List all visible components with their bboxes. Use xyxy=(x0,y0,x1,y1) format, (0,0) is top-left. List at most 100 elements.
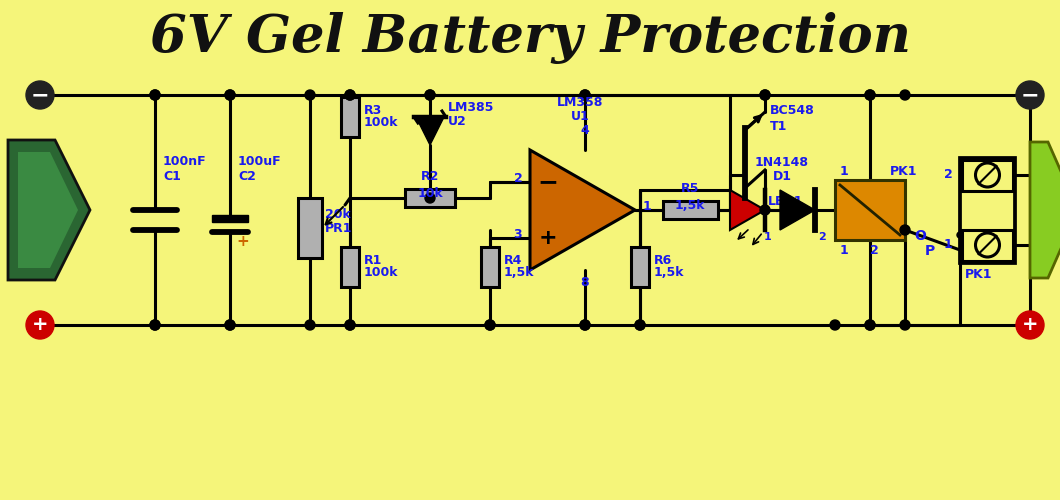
Circle shape xyxy=(865,90,874,100)
FancyBboxPatch shape xyxy=(662,201,718,219)
Text: 1,5k: 1,5k xyxy=(504,266,534,280)
Polygon shape xyxy=(530,150,635,270)
Circle shape xyxy=(900,320,909,330)
Polygon shape xyxy=(8,140,90,280)
Text: 100nF: 100nF xyxy=(163,155,207,168)
FancyBboxPatch shape xyxy=(341,247,359,287)
Circle shape xyxy=(760,90,770,100)
Text: 1: 1 xyxy=(643,200,652,213)
Text: R3: R3 xyxy=(364,104,383,118)
Circle shape xyxy=(1015,81,1044,109)
Circle shape xyxy=(760,205,770,215)
Text: U1: U1 xyxy=(570,110,589,123)
Circle shape xyxy=(344,90,355,100)
Circle shape xyxy=(900,90,909,100)
Polygon shape xyxy=(1030,142,1060,278)
Text: −: − xyxy=(1021,85,1039,105)
Text: C1: C1 xyxy=(163,170,181,183)
Text: −: − xyxy=(537,170,559,194)
Circle shape xyxy=(425,90,435,100)
Polygon shape xyxy=(780,190,815,230)
Text: 1: 1 xyxy=(764,232,772,242)
Circle shape xyxy=(344,90,355,100)
Circle shape xyxy=(225,90,235,100)
FancyBboxPatch shape xyxy=(298,198,322,258)
Text: 2: 2 xyxy=(943,168,952,181)
Polygon shape xyxy=(730,190,765,230)
Text: 20k: 20k xyxy=(325,208,351,221)
Circle shape xyxy=(900,225,909,235)
Text: R6: R6 xyxy=(654,254,672,268)
Text: D1: D1 xyxy=(773,170,792,183)
Circle shape xyxy=(580,320,590,330)
Circle shape xyxy=(305,320,315,330)
Circle shape xyxy=(344,320,355,330)
Text: BC548: BC548 xyxy=(770,104,815,117)
Text: +: + xyxy=(32,316,49,334)
FancyBboxPatch shape xyxy=(341,97,359,137)
Text: 2: 2 xyxy=(818,232,826,242)
Text: PK1: PK1 xyxy=(965,268,992,281)
Text: 1,5k: 1,5k xyxy=(654,266,685,280)
FancyBboxPatch shape xyxy=(960,158,1015,262)
Text: S: S xyxy=(965,194,975,208)
FancyBboxPatch shape xyxy=(962,230,1013,260)
Circle shape xyxy=(1015,311,1044,339)
Circle shape xyxy=(635,320,644,330)
Text: U2: U2 xyxy=(448,115,466,128)
Circle shape xyxy=(957,232,962,238)
Polygon shape xyxy=(416,117,444,145)
Text: 4: 4 xyxy=(581,124,589,137)
Circle shape xyxy=(225,90,235,100)
Text: C2: C2 xyxy=(238,170,255,183)
Circle shape xyxy=(151,90,160,100)
Text: P: P xyxy=(925,244,935,258)
Text: +: + xyxy=(1022,316,1038,334)
Circle shape xyxy=(26,81,54,109)
FancyBboxPatch shape xyxy=(212,215,248,222)
Text: LED1: LED1 xyxy=(768,195,803,208)
Text: 8: 8 xyxy=(581,276,589,289)
Circle shape xyxy=(425,193,435,203)
Circle shape xyxy=(225,320,235,330)
Circle shape xyxy=(635,320,644,330)
Circle shape xyxy=(344,320,355,330)
Text: 1,5k: 1,5k xyxy=(675,199,705,212)
Circle shape xyxy=(225,320,235,330)
Circle shape xyxy=(580,90,590,100)
Text: O: O xyxy=(914,229,926,243)
Text: 2: 2 xyxy=(870,244,879,257)
Circle shape xyxy=(865,90,874,100)
Text: 3: 3 xyxy=(514,228,523,241)
Text: 10k: 10k xyxy=(418,187,443,200)
Text: PR1: PR1 xyxy=(325,222,353,235)
Text: 6V Gel Battery Protection: 6V Gel Battery Protection xyxy=(149,12,911,64)
Circle shape xyxy=(865,320,874,330)
Circle shape xyxy=(865,320,874,330)
Text: 2: 2 xyxy=(514,172,523,185)
Text: R1: R1 xyxy=(364,254,383,268)
Text: +: + xyxy=(538,228,558,248)
Circle shape xyxy=(580,90,590,100)
Text: +: + xyxy=(236,234,249,250)
Text: 1: 1 xyxy=(943,238,952,252)
FancyBboxPatch shape xyxy=(962,160,1013,190)
Text: 100uF: 100uF xyxy=(238,155,282,168)
FancyBboxPatch shape xyxy=(631,247,649,287)
Text: PK1: PK1 xyxy=(890,165,918,178)
Text: LM385: LM385 xyxy=(448,101,494,114)
FancyBboxPatch shape xyxy=(481,247,499,287)
Text: 100k: 100k xyxy=(364,116,399,130)
Circle shape xyxy=(305,90,315,100)
Text: R4: R4 xyxy=(504,254,523,268)
FancyBboxPatch shape xyxy=(835,180,905,240)
Text: −: − xyxy=(31,85,50,105)
Text: 1: 1 xyxy=(840,244,849,257)
Polygon shape xyxy=(18,152,78,268)
Circle shape xyxy=(830,320,840,330)
Text: 1N4148: 1N4148 xyxy=(755,156,809,169)
Text: 1: 1 xyxy=(840,165,849,178)
Text: T1: T1 xyxy=(770,120,788,133)
Text: 100k: 100k xyxy=(364,266,399,280)
Circle shape xyxy=(425,90,435,100)
